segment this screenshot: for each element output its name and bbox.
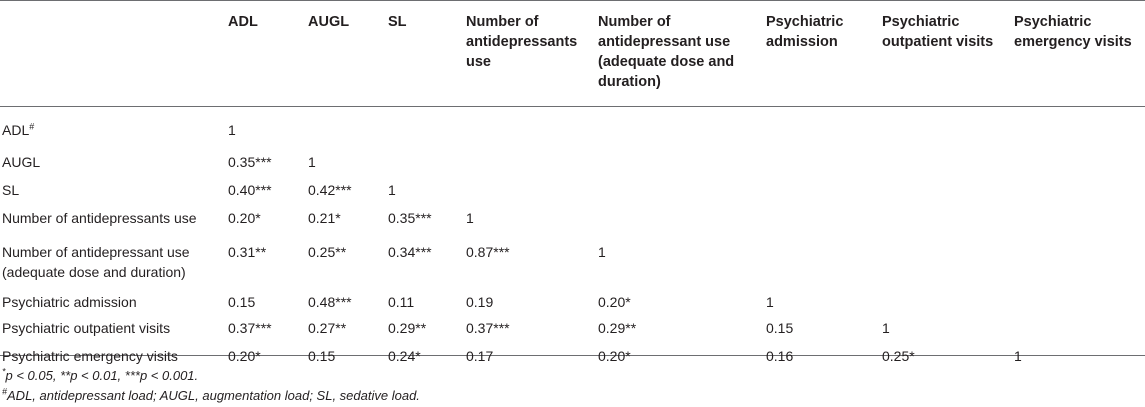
footnote-significance: *p < 0.05, **p < 0.01, ***p < 0.001. bbox=[2, 366, 199, 383]
table-cell bbox=[598, 106, 766, 150]
column-header: ADL bbox=[228, 14, 258, 30]
table-row: Psychiatric outpatient visits 0.37*** 0.27… bbox=[0, 316, 1145, 344]
table-row: Psychiatric emergency visits 0.20* 0.15 0.2… bbox=[0, 344, 1145, 372]
table-cell: 0.15 bbox=[766, 320, 794, 336]
table-cell: 0.19 bbox=[466, 294, 494, 310]
row-label: SL bbox=[2, 182, 20, 198]
table-row: Number of antidepressants use 0.20* 0.21* 0… bbox=[0, 206, 1145, 238]
column-header: Psychiatric outpatient visits bbox=[882, 14, 994, 50]
corner-cell bbox=[0, 0, 228, 106]
table-cell bbox=[1014, 178, 1145, 206]
table-cell: 0.11 bbox=[388, 294, 415, 310]
table-cell: 1 bbox=[1014, 348, 1022, 364]
table-cell bbox=[882, 206, 1014, 238]
table-cell bbox=[1014, 206, 1145, 238]
table-cell: 0.15 bbox=[308, 348, 336, 364]
column-header: Number of antidepressant use (adequate d… bbox=[598, 14, 735, 90]
table-cell bbox=[388, 150, 466, 178]
table-cell bbox=[766, 106, 882, 150]
table-cell bbox=[388, 106, 466, 150]
table-cell: 0.17 bbox=[466, 348, 494, 364]
correlation-table: ADL AUGL SL Number of antidepressants us… bbox=[0, 0, 1145, 372]
table-cell: 0.20* bbox=[598, 294, 631, 310]
table-cell bbox=[308, 106, 388, 150]
table-body: ADL# 1 AUGL 0.35*** 1 SL 0.40*** 0.42*** 1 Number… bbox=[0, 106, 1145, 372]
table-cell: 0.25** bbox=[308, 244, 347, 260]
table-cell: 1 bbox=[766, 294, 774, 310]
row-label: Number of antidepressant use (adequate d… bbox=[2, 244, 190, 280]
table-cell bbox=[882, 238, 1014, 290]
table-cell: 0.40*** bbox=[228, 182, 272, 198]
table-cell: 1 bbox=[466, 210, 474, 226]
table-cell bbox=[598, 206, 766, 238]
header-rule bbox=[0, 106, 1145, 107]
table-cell: 0.31** bbox=[228, 244, 267, 260]
header-row: ADL AUGL SL Number of antidepressants us… bbox=[0, 0, 1145, 106]
table-cell: 0.34*** bbox=[388, 244, 432, 260]
table-row: Psychiatric admission 0.15 0.48*** 0.11 0.19… bbox=[0, 290, 1145, 316]
column-header: Psychiatric admission bbox=[766, 14, 844, 50]
table-cell bbox=[766, 206, 882, 238]
table-row: Number of antidepressant use (adequate d… bbox=[0, 238, 1145, 290]
table-cell: 1 bbox=[882, 320, 890, 336]
table-cell: 0.15 bbox=[228, 294, 256, 310]
table-cell bbox=[882, 290, 1014, 316]
table-cell: 0.42*** bbox=[308, 182, 352, 198]
table-cell bbox=[466, 178, 598, 206]
table-cell bbox=[766, 178, 882, 206]
table-cell: 0.29** bbox=[598, 320, 637, 336]
footnote-abbreviations: #ADL, antidepressant load; AUGL, augment… bbox=[2, 386, 420, 403]
table-cell bbox=[766, 150, 882, 178]
column-header: AUGL bbox=[308, 14, 350, 30]
table-cell: 0.20* bbox=[228, 348, 261, 364]
column-header: Psychiatric emergency visits bbox=[1014, 14, 1132, 50]
table-cell bbox=[882, 106, 1014, 150]
row-label: ADL# bbox=[2, 121, 35, 138]
row-label: Psychiatric admission bbox=[2, 294, 137, 310]
top-rule bbox=[0, 0, 1145, 1]
table-row: AUGL 0.35*** 1 bbox=[0, 150, 1145, 178]
table-cell: 1 bbox=[598, 244, 606, 260]
table-cell: 0.21* bbox=[308, 210, 341, 226]
row-label: Psychiatric emergency visits bbox=[2, 348, 178, 364]
table-cell: 0.37*** bbox=[466, 320, 510, 336]
table-cell: 0.16 bbox=[766, 348, 794, 364]
row-label: AUGL bbox=[2, 154, 41, 170]
table-cell: 0.35*** bbox=[388, 210, 432, 226]
table-cell: 0.29** bbox=[388, 320, 427, 336]
table-row: SL 0.40*** 0.42*** 1 bbox=[0, 178, 1145, 206]
table-cell: 0.24* bbox=[388, 348, 421, 364]
table-cell: 0.87*** bbox=[466, 244, 510, 260]
table-cell bbox=[1014, 316, 1145, 344]
table-cell bbox=[466, 106, 598, 150]
table-cell: 0.35*** bbox=[228, 154, 272, 170]
table-cell bbox=[766, 238, 882, 290]
table-cell: 0.20* bbox=[598, 348, 631, 364]
table-cell bbox=[882, 150, 1014, 178]
table-cell: 1 bbox=[388, 182, 396, 198]
table-cell bbox=[466, 150, 598, 178]
table-cell bbox=[598, 178, 766, 206]
table-cell bbox=[1014, 150, 1145, 178]
table-cell bbox=[598, 150, 766, 178]
row-label: Psychiatric outpatient visits bbox=[2, 320, 171, 336]
table-cell: 0.37*** bbox=[228, 320, 272, 336]
bottom-rule bbox=[0, 355, 1145, 356]
table-cell bbox=[882, 178, 1014, 206]
table-cell: 0.27** bbox=[308, 320, 347, 336]
table-cell: 1 bbox=[228, 122, 236, 138]
table-cell: 1 bbox=[308, 154, 316, 170]
table-cell: 0.25* bbox=[882, 348, 915, 364]
row-label: Number of antidepressants use bbox=[2, 210, 197, 226]
column-header: SL bbox=[388, 14, 407, 30]
table-row: ADL# 1 bbox=[0, 106, 1145, 150]
table-cell bbox=[1014, 290, 1145, 316]
column-header: Number of antidepressants use bbox=[466, 14, 578, 70]
table-cell: 0.48*** bbox=[308, 294, 352, 310]
table-cell: 0.20* bbox=[228, 210, 261, 226]
table-footnotes: *p < 0.05, **p < 0.01, ***p < 0.001. #AD… bbox=[2, 366, 420, 406]
table-cell bbox=[1014, 106, 1145, 150]
table-cell bbox=[1014, 238, 1145, 290]
